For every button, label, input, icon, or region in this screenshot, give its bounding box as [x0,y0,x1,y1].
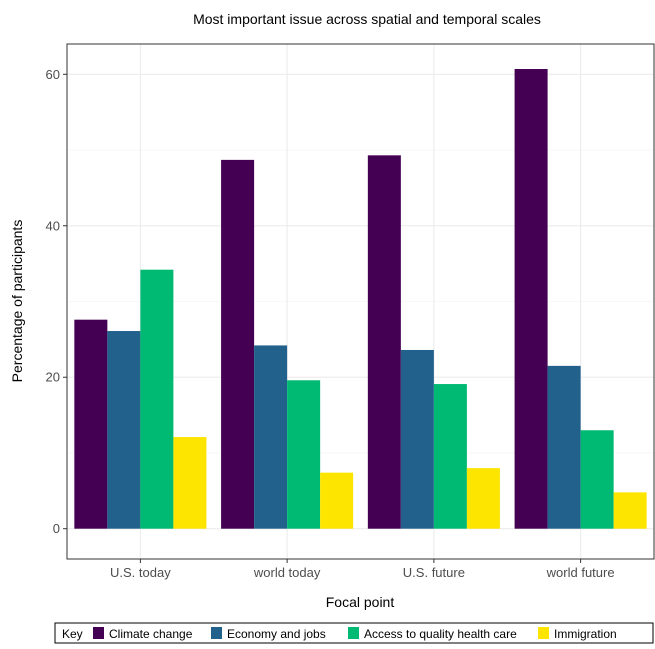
legend-label: Climate change [109,627,193,641]
x-axis-label: Focal point [326,594,395,610]
y-tick-label: 20 [46,370,60,385]
bar [580,430,614,529]
legend-title: Key [62,627,83,641]
legend-label: Economy and jobs [227,627,326,641]
x-tick-label: world today [253,565,321,580]
legend-items: Climate change Economy and jobs Access to … [93,627,617,641]
legend-label: Access to quality health care [364,627,517,641]
bar [221,159,255,529]
bar [400,349,434,529]
y-tick-label: 60 [46,67,60,82]
bar [613,492,647,529]
y-tick-label: 40 [46,218,60,233]
bar [514,68,548,529]
y-axis-label: Percentage of participants [9,220,25,383]
bar [320,472,354,529]
legend-label: Immigration [554,627,617,641]
bar [254,345,288,529]
bar [433,384,467,529]
legend-swatch [348,627,359,639]
legend-swatch [538,627,549,639]
bar [367,155,401,529]
x-tick-label: U.S. today [110,565,171,580]
y-tick-label: 0 [53,521,60,536]
bar [107,331,141,529]
x-axis-ticks: U.S. today world today U.S. future world fu… [110,559,615,580]
bar [74,319,108,529]
plot-border [66,43,655,560]
x-tick-label: world future [546,565,615,580]
y-axis-ticks: 0 20 40 60 [46,67,67,536]
chart-title: Most important issue across spatial and … [193,11,541,27]
legend-swatch [211,627,222,639]
legend: Key Climate change Economy and jobs Access… [54,622,654,644]
bar [547,365,581,529]
x-tick-label: U.S. future [403,565,465,580]
bar [173,437,207,529]
bar [140,269,174,529]
bar [466,468,500,529]
bars [74,68,647,529]
legend-swatch [93,627,104,639]
bar [287,380,321,529]
